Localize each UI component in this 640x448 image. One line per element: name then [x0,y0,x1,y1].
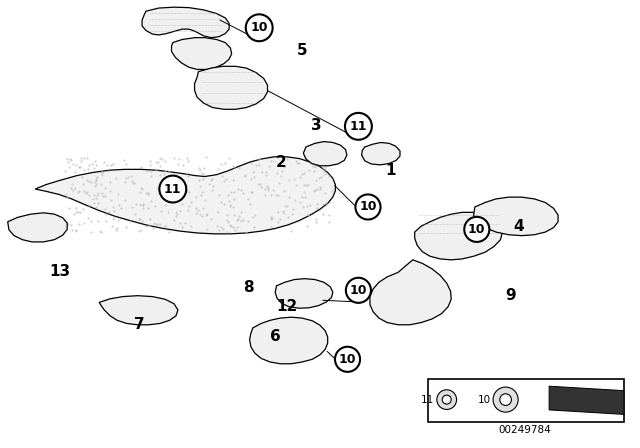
Polygon shape [362,142,400,165]
Ellipse shape [355,194,381,220]
Text: 5: 5 [297,43,307,58]
Polygon shape [275,279,333,308]
Polygon shape [303,142,347,166]
Text: 4: 4 [513,219,524,234]
Ellipse shape [335,347,360,372]
Polygon shape [142,7,229,38]
Polygon shape [474,197,558,236]
Text: 2: 2 [276,155,287,170]
Polygon shape [172,38,232,69]
Bar [428,379,624,422]
Ellipse shape [464,217,490,242]
Polygon shape [35,157,335,234]
Ellipse shape [437,390,456,409]
Text: 8: 8 [243,280,253,295]
Text: 7: 7 [134,317,145,332]
Text: 10: 10 [349,284,367,297]
Polygon shape [195,66,268,109]
Ellipse shape [442,395,451,404]
Text: 10: 10 [359,200,377,214]
Text: 11: 11 [420,395,434,405]
Ellipse shape [500,394,511,405]
Text: 3: 3 [312,118,322,133]
Text: 10: 10 [468,223,486,236]
Polygon shape [99,296,178,325]
Text: 11: 11 [164,182,182,196]
Ellipse shape [346,278,371,303]
Text: 12: 12 [276,299,298,314]
Text: 6: 6 [270,329,280,345]
Ellipse shape [246,14,273,41]
Text: 1: 1 [385,163,396,178]
Text: 10: 10 [250,21,268,34]
Polygon shape [549,386,624,414]
Text: 00249784: 00249784 [499,425,551,435]
Ellipse shape [493,387,518,412]
Ellipse shape [345,113,372,140]
Polygon shape [415,212,502,260]
Text: 10: 10 [339,353,356,366]
Polygon shape [370,260,451,325]
Text: 13: 13 [49,263,70,279]
Text: 11: 11 [349,120,367,133]
Polygon shape [8,213,67,242]
Text: 10: 10 [477,395,490,405]
Polygon shape [250,317,328,364]
Ellipse shape [159,176,186,202]
Text: 9: 9 [506,288,516,303]
